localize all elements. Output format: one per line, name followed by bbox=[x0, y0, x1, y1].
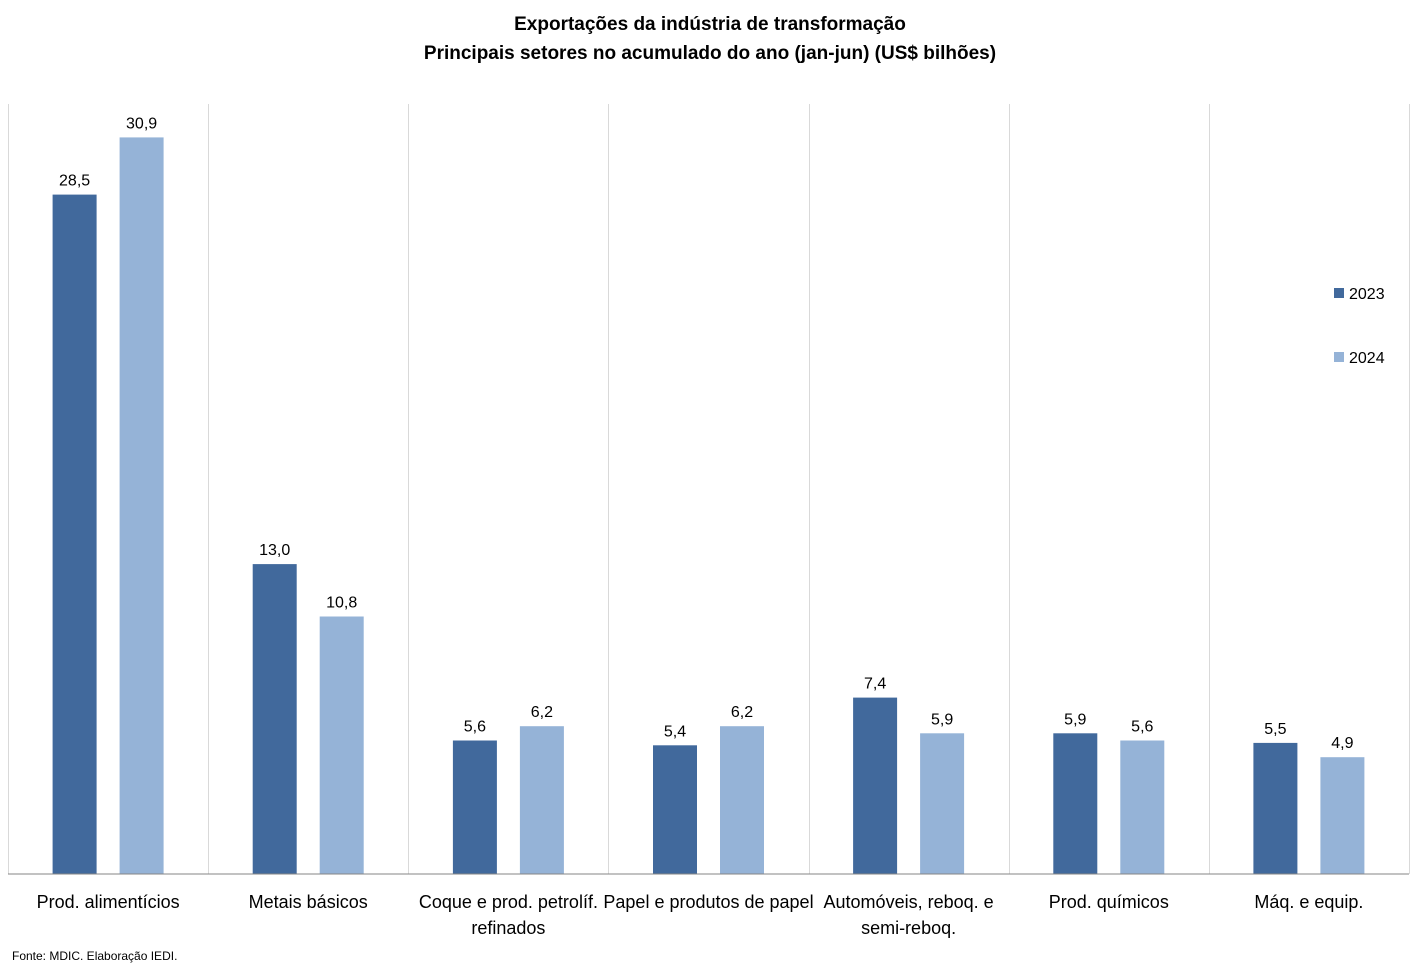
x-tick-label: Metais básicos bbox=[249, 892, 368, 912]
bar-2023 bbox=[252, 564, 297, 874]
data-label: 5,4 bbox=[664, 723, 686, 740]
bar-2023 bbox=[452, 740, 497, 874]
x-tick-label: Máq. e equip. bbox=[1254, 892, 1363, 912]
x-tick-label-line: Papel e produtos de papel bbox=[603, 892, 813, 912]
x-tick-label-line: Prod. químicos bbox=[1049, 892, 1169, 912]
legend-swatch-2023 bbox=[1334, 288, 1344, 298]
data-label: 5,6 bbox=[464, 719, 486, 736]
bar-2023 bbox=[1053, 733, 1098, 874]
x-tick-label-line: Máq. e equip. bbox=[1254, 892, 1363, 912]
bar-2024 bbox=[1320, 757, 1365, 874]
chart-subtitle-line: Principais setores no acumulado do ano (… bbox=[423, 43, 997, 64]
data-labels-group: 28,5 30,9 13,0 10,8 5,6 6,2 5,4 6,2 7,4 5,9 5,9 5,6… bbox=[59, 115, 1354, 752]
x-tick-label: Coque e prod. petrolíf. refinados bbox=[419, 892, 598, 938]
x-tick-label-line: Prod. alimentícios bbox=[37, 892, 180, 912]
data-label: 5,5 bbox=[1264, 721, 1286, 738]
data-label: 13,0 bbox=[259, 542, 290, 559]
chart-title-line: Exportações da indústria de transformaçã… bbox=[514, 14, 906, 35]
x-tick-label-line: semi-reboq. bbox=[861, 918, 956, 938]
x-tick-label-line: Coque e prod. petrolíf. bbox=[419, 892, 598, 912]
legend-swatch-2024 bbox=[1334, 352, 1344, 362]
bar-2023 bbox=[653, 745, 697, 874]
data-label: 5,6 bbox=[1131, 719, 1153, 736]
bar-2024 bbox=[519, 726, 564, 874]
x-tick-label: Prod. alimentícios bbox=[37, 892, 180, 912]
data-label: 28,5 bbox=[59, 173, 90, 190]
category-dividers bbox=[8, 104, 1410, 874]
data-label: 7,4 bbox=[864, 676, 886, 693]
bar-2023 bbox=[1253, 742, 1298, 874]
x-tick-label-line: Automóveis, reboq. e bbox=[824, 892, 994, 912]
x-tick-label: Automóveis, reboq. e semi-reboq. bbox=[824, 892, 994, 938]
bar-2024 bbox=[119, 137, 164, 874]
data-label: 6,2 bbox=[731, 704, 753, 721]
x-tick-label-line: refinados bbox=[471, 918, 545, 938]
data-label: 4,9 bbox=[1331, 735, 1353, 752]
bars-group bbox=[52, 137, 1365, 875]
data-label: 10,8 bbox=[326, 595, 357, 612]
legend-label: 2023 bbox=[1349, 286, 1385, 303]
legend: 2023 2024 bbox=[1334, 286, 1385, 367]
bar-2023 bbox=[52, 194, 97, 875]
data-label: 5,9 bbox=[1064, 711, 1086, 728]
x-tick-label: Prod. químicos bbox=[1049, 892, 1169, 912]
x-axis-tick-labels: Prod. alimentícios Metais básicos Coque e … bbox=[37, 892, 1364, 938]
bar-2023 bbox=[853, 697, 898, 874]
data-label: 30,9 bbox=[126, 115, 157, 132]
x-tick-label-line: Metais básicos bbox=[249, 892, 368, 912]
bar-2024 bbox=[920, 733, 965, 874]
legend-label: 2024 bbox=[1349, 350, 1385, 367]
source-note: Fonte: MDIC. Elaboração IEDI. bbox=[12, 949, 178, 963]
bar-2024 bbox=[720, 726, 764, 874]
chart-title: Exportações da indústria de transformaçã… bbox=[0, 10, 1420, 68]
bar-2024 bbox=[319, 616, 364, 874]
bar-2024 bbox=[1120, 740, 1165, 874]
x-tick-label: Papel e produtos de papel bbox=[603, 892, 813, 912]
data-label: 5,9 bbox=[931, 711, 953, 728]
data-label: 6,2 bbox=[531, 704, 553, 721]
